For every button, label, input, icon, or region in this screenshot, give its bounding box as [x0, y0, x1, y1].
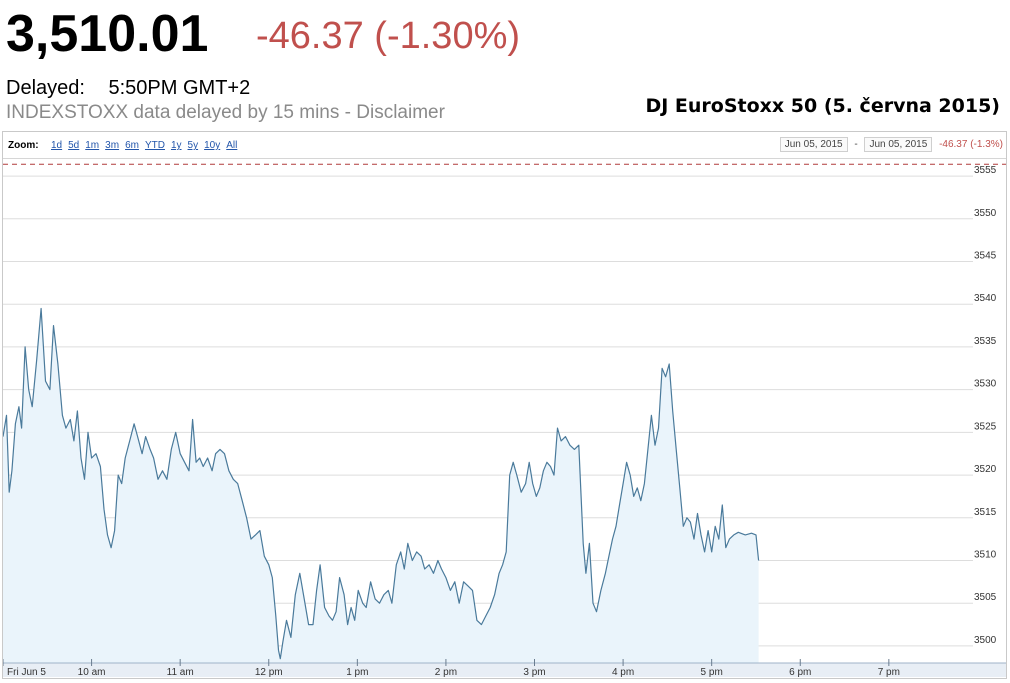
- price-change: -46.37 (-1.30%): [256, 15, 521, 57]
- source-note: INDEXSTOXX data delayed by 15 mins - Dis…: [6, 102, 445, 123]
- y-tick-label: 3535: [974, 336, 997, 347]
- x-tick-label: 3 pm: [523, 667, 545, 678]
- zoom-option-1d[interactable]: 1d: [51, 140, 63, 151]
- x-tick-label: Fri Jun 5: [7, 667, 46, 678]
- zoom-option-5y[interactable]: 5y: [187, 140, 199, 151]
- y-tick-label: 3545: [974, 251, 997, 262]
- x-tick-label: 5 pm: [701, 667, 723, 678]
- y-tick-label: 3520: [974, 464, 997, 475]
- y-tick-label: 3510: [974, 549, 997, 560]
- y-tick-label: 3550: [974, 208, 997, 219]
- zoom-option-ytd[interactable]: YTD: [144, 140, 165, 151]
- chart-caption: DJ EuroStoxx 50 (5. června 2015): [645, 95, 1000, 117]
- range-from-input[interactable]: Jun 05, 2015: [779, 137, 848, 152]
- zoom-bar: Zoom: 1d 5d 1m 3m 6m YTD 1y 5y 10y All Jun 05, 20…: [3, 132, 1006, 159]
- delayed-label: Delayed:: [6, 77, 85, 99]
- delay-status: Delayed: 5:50PM GMT+2: [6, 76, 250, 100]
- price-chart[interactable]: 3500 3505 3510 3515 3520 3525 3530 3535 3540 3545…: [3, 132, 1006, 678]
- y-tick-label: 3555: [974, 165, 997, 176]
- x-tick-label: 6 pm: [789, 667, 811, 678]
- x-tick-label: 10 am: [78, 667, 106, 678]
- y-tick-label: 3500: [974, 635, 997, 646]
- y-tick-label: 3530: [974, 379, 997, 390]
- x-axis-band: [3, 663, 1006, 677]
- zoom-option-1m[interactable]: 1m: [85, 140, 100, 151]
- zoom-option-3m[interactable]: 3m: [105, 140, 120, 151]
- x-tick-label: 11 am: [167, 667, 194, 678]
- zoom-option-1y[interactable]: 1y: [170, 140, 182, 151]
- y-tick-label: 3540: [974, 293, 997, 304]
- range-to-input[interactable]: Jun 05, 2015: [864, 137, 933, 152]
- zoom-label: Zoom:: [8, 140, 39, 151]
- y-tick-label: 3525: [974, 421, 997, 432]
- price-line: [3, 307, 760, 660]
- range-change: -46.37 (-1.3%): [939, 139, 1003, 150]
- date-range: Jun 05, 2015 - Jun 05, 2015 -46.37 (-1.3…: [779, 137, 1003, 152]
- zoom-option-6m[interactable]: 6m: [125, 140, 139, 151]
- chart-panel: Zoom: 1d 5d 1m 3m 6m YTD 1y 5y 10y All Jun 05, 20…: [2, 131, 1007, 679]
- zoom-option-all[interactable]: All: [226, 140, 238, 151]
- x-tick-label: 4 pm: [612, 667, 634, 678]
- zoom-options: 1d 5d 1m 3m 6m YTD 1y 5y 10y All: [51, 140, 243, 151]
- y-tick-label: 3505: [974, 592, 997, 603]
- delayed-time: 5:50PM GMT+2: [108, 77, 251, 99]
- price-area: [3, 308, 759, 663]
- y-tick-label: 3515: [974, 507, 997, 518]
- x-tick-label: 12 pm: [255, 667, 283, 678]
- x-tick-label: 1 pm: [346, 667, 368, 678]
- zoom-option-5d[interactable]: 5d: [68, 140, 80, 151]
- index-price: 3,510.01: [6, 5, 209, 63]
- range-separator: -: [854, 139, 858, 150]
- x-tick-label: 2 pm: [435, 667, 457, 678]
- zoom-option-10y[interactable]: 10y: [204, 140, 221, 151]
- x-tick-label: 7 pm: [878, 667, 900, 678]
